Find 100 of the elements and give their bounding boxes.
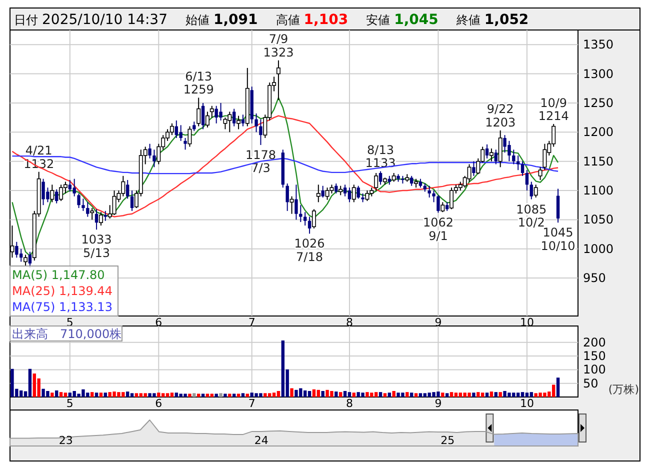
bar: [348, 392, 352, 397]
text: 高値: [276, 13, 300, 27]
x-tick-label: 7: [248, 316, 256, 329]
bar: [90, 392, 94, 397]
bar: [388, 392, 392, 397]
candlestick: [236, 115, 241, 130]
bar: [68, 392, 72, 397]
bar: [201, 394, 205, 397]
bar: [281, 340, 285, 397]
y-tick-label: 1300: [583, 66, 614, 81]
bar: [476, 392, 480, 397]
x-tick-label: 6: [155, 397, 162, 410]
candlestick: [126, 180, 130, 200]
candlestick: [512, 149, 516, 165]
text: 1,045: [394, 12, 438, 28]
candlestick: [436, 194, 440, 214]
candlestick: [525, 170, 529, 192]
candlestick: [276, 60, 280, 101]
candlestick: [334, 183, 338, 194]
candlestick: [308, 216, 312, 234]
candlestick: [148, 143, 152, 159]
bar: [174, 392, 178, 397]
bar: [64, 392, 68, 397]
bar: [236, 394, 240, 397]
bar: [423, 393, 427, 397]
candlestick: [232, 108, 236, 127]
bar: [224, 394, 227, 397]
bar: [418, 393, 422, 397]
annotation: 7/9 1323: [263, 32, 294, 60]
bar: [157, 392, 160, 397]
candlestick: [15, 241, 18, 258]
y-tick-label: 200: [583, 335, 606, 350]
candlestick: [210, 105, 214, 118]
x-tick-label: 24: [254, 434, 268, 447]
x-tick-label: 9: [434, 397, 442, 410]
bar: [485, 392, 489, 397]
candlestick: [294, 184, 298, 220]
y-tick-label: 1150: [583, 154, 614, 168]
bar: [472, 392, 476, 397]
bar: [321, 390, 324, 397]
bar: [19, 390, 23, 397]
candlestick: [184, 137, 187, 150]
candlestick: [338, 185, 343, 196]
bar: [170, 392, 174, 397]
y-tick-label: 1050: [583, 212, 614, 227]
candlestick: [410, 175, 414, 186]
candlestick: [72, 178, 76, 197]
bar: [246, 394, 250, 397]
bar: [352, 392, 356, 397]
candlestick: [68, 180, 72, 192]
bar: [498, 392, 502, 397]
candlestick: [440, 202, 445, 213]
bar: [392, 390, 396, 397]
bar: [303, 390, 307, 397]
candlestick: [352, 184, 356, 203]
candlestick: [82, 198, 85, 212]
candlestick: [489, 148, 494, 162]
bar: [378, 392, 382, 397]
candlestick: [90, 208, 94, 220]
text: 2025/10/10 14:37: [42, 12, 168, 28]
candlestick: [98, 212, 103, 226]
bar: [450, 392, 454, 397]
annotation: 1178 7/3: [245, 148, 276, 176]
bar: [480, 392, 484, 397]
candlestick: [356, 185, 360, 200]
bar: [414, 393, 418, 397]
candlestick: [104, 210, 108, 222]
bar: [28, 368, 32, 397]
bar: [338, 392, 342, 397]
bar: [166, 393, 170, 397]
candlestick: [54, 188, 58, 204]
bar: [268, 393, 272, 397]
bar: [32, 374, 36, 397]
candlestick: [316, 184, 320, 203]
text: 安値: [366, 13, 390, 27]
bar: [458, 392, 462, 397]
text: 1,103: [304, 12, 348, 28]
candlestick: [365, 190, 370, 202]
bar: [241, 393, 245, 397]
candlestick: [192, 121, 196, 132]
candlestick: [485, 144, 489, 159]
bar: [126, 392, 130, 397]
candlestick: [188, 126, 192, 148]
annotation: 6/13 1259: [183, 70, 214, 97]
candlestick: [28, 251, 32, 268]
candlestick: [299, 204, 302, 223]
bar: [196, 394, 200, 397]
bar: [139, 393, 143, 397]
candlestick: [152, 149, 156, 168]
candlestick: [196, 97, 201, 127]
text: 日付: [14, 13, 38, 27]
bar: [383, 393, 387, 397]
annotation: 1033 5/13: [81, 232, 112, 260]
candlestick: [241, 114, 245, 127]
candlestick: [530, 181, 534, 200]
candlestick: [59, 184, 64, 202]
candlestick: [303, 212, 307, 226]
bar: [232, 394, 236, 397]
bar: [520, 392, 524, 397]
x-tick-label: 23: [58, 434, 73, 447]
